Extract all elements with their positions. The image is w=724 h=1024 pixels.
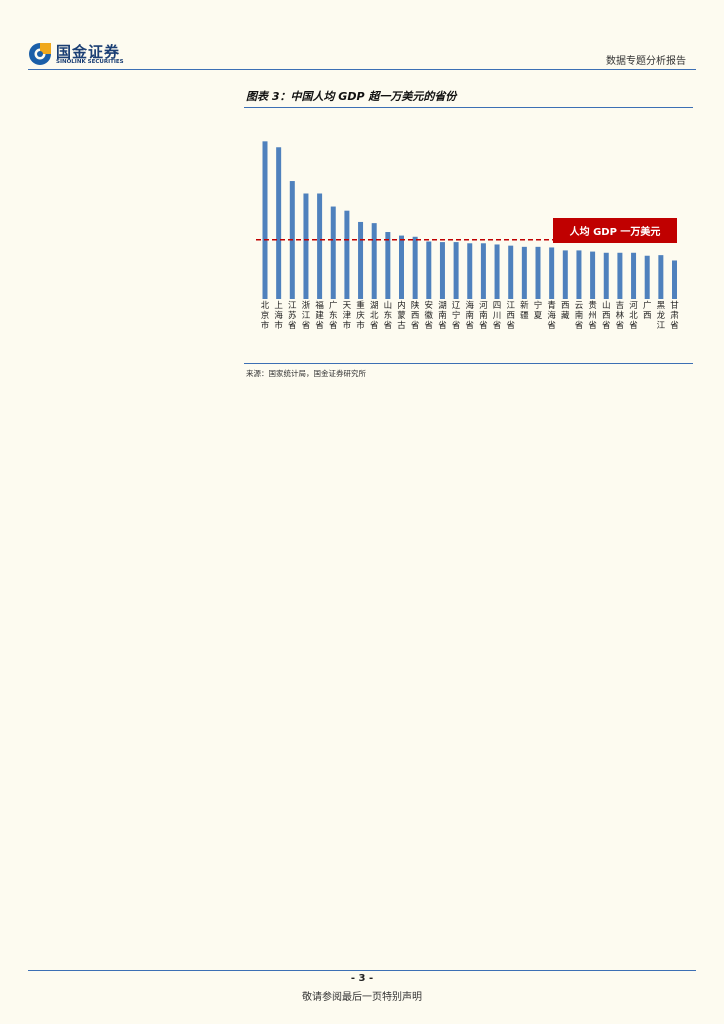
bar-北京市 xyxy=(262,141,268,299)
category-label: 山东省 xyxy=(384,300,393,331)
bar-西藏 xyxy=(562,250,568,299)
category-label: 天津市 xyxy=(343,301,352,331)
header-divider xyxy=(28,69,696,70)
category-label: 广东省 xyxy=(329,300,338,331)
category-label: 北京市 xyxy=(261,301,270,331)
bar-陕西省 xyxy=(412,236,418,299)
bar-云南省 xyxy=(576,250,582,299)
logo-text-en: SINOLINK SECURITIES xyxy=(56,59,124,65)
company-logo: 国金证券 SINOLINK SECURITIES xyxy=(28,40,132,70)
category-label: 云南省 xyxy=(575,301,584,331)
figure-source: 来源：国家统计局，国金证券研究所 xyxy=(246,369,366,378)
category-label: 浙江省 xyxy=(302,300,311,331)
category-label: 黑龙江 xyxy=(657,301,666,331)
gdp-bar-chart: 北京市上海市江苏省浙江省福建省广东省天津市重庆市湖北省山东省内蒙古陕西省安徽省湖… xyxy=(256,141,680,331)
bar-青海省 xyxy=(549,247,555,299)
category-label: 吉林省 xyxy=(616,301,625,331)
category-label: 四川省 xyxy=(493,301,502,331)
bar-四川省 xyxy=(494,244,500,299)
footer-disclaimer: 敬请参阅最后一页特别声明 xyxy=(302,992,422,1003)
category-label: 辽宁省 xyxy=(452,301,461,331)
logo-text-cn: 国金证券 xyxy=(56,43,121,61)
bar-广西 xyxy=(644,255,650,299)
bar-广东省 xyxy=(330,206,336,299)
category-label: 陕西省 xyxy=(411,300,420,331)
bar-江西省 xyxy=(508,245,514,299)
bar-甘肃省 xyxy=(672,260,677,299)
bar-浙江省 xyxy=(303,193,309,299)
bar-内蒙古 xyxy=(399,235,404,299)
figure-title: 图表 3：中国人均 GDP 超一万美元的省份 xyxy=(246,90,457,103)
category-label: 内蒙古 xyxy=(397,300,406,331)
category-label: 宁夏 xyxy=(534,300,543,321)
category-label: 河南省 xyxy=(479,300,488,331)
bar-贵州省 xyxy=(590,251,596,299)
report-type: 数据专题分析报告 xyxy=(606,56,686,67)
bar-重庆市 xyxy=(358,221,364,299)
category-label: 江苏省 xyxy=(288,301,297,331)
figure-top-rule xyxy=(244,107,693,108)
category-label: 湖南省 xyxy=(438,301,447,331)
bar-海南省 xyxy=(467,243,473,299)
bar-湖北省 xyxy=(371,223,377,299)
bar-新疆 xyxy=(521,246,527,299)
category-label: 新疆 xyxy=(520,300,529,321)
bar-河南省 xyxy=(480,243,486,299)
category-label: 安徽省 xyxy=(425,300,434,331)
company-logo-icon xyxy=(29,43,51,65)
bar-湖南省 xyxy=(439,242,445,299)
threshold-label-box xyxy=(553,218,677,243)
footer-divider xyxy=(28,970,696,971)
bar-天津市 xyxy=(344,210,350,299)
category-label: 海南省 xyxy=(465,300,474,331)
category-label: 甘肃省 xyxy=(670,300,679,331)
bar-辽宁省 xyxy=(453,242,459,299)
bar-山西省 xyxy=(603,252,609,299)
category-label: 福建省 xyxy=(315,300,324,331)
page-number: - 3 - xyxy=(350,973,374,984)
bar-上海市 xyxy=(276,147,282,299)
category-label: 山西省 xyxy=(602,300,611,331)
bar-吉林省 xyxy=(617,252,623,299)
category-label: 上海市 xyxy=(274,301,283,331)
bar-宁夏 xyxy=(535,246,541,299)
bar-福建省 xyxy=(317,193,323,299)
category-label: 河北省 xyxy=(629,300,638,331)
category-label: 湖北省 xyxy=(370,301,379,331)
bar-黑龙江 xyxy=(658,255,664,299)
bar-河北省 xyxy=(631,252,637,299)
bar-山东省 xyxy=(385,232,391,299)
category-label: 广西 xyxy=(643,300,652,321)
category-label: 西藏 xyxy=(561,301,570,321)
category-label: 贵州省 xyxy=(588,300,597,331)
category-label: 重庆市 xyxy=(356,300,365,331)
category-label: 江西省 xyxy=(506,301,515,331)
category-label: 青海省 xyxy=(547,300,556,331)
bar-安徽省 xyxy=(426,241,432,299)
figure-bottom-rule xyxy=(244,363,693,364)
threshold-label: 人均 GDP 一万美元 xyxy=(570,225,661,238)
